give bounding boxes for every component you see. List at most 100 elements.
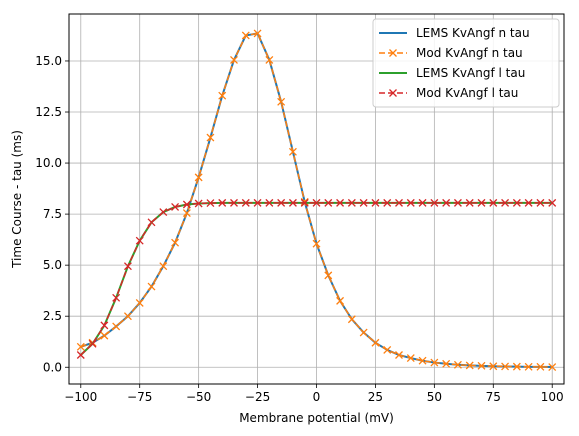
data-point — [453, 360, 462, 369]
data-point — [324, 198, 333, 207]
data-point — [453, 198, 462, 207]
y-tick-label: 7.5 — [43, 207, 62, 221]
data-point — [347, 198, 356, 207]
data-point — [135, 298, 144, 307]
data-point — [430, 198, 439, 207]
data-point — [100, 321, 109, 330]
legend-box — [372, 18, 560, 108]
legend: LEMS KvAngf n tau Mod KvAngf n tau LEMS Kv… — [372, 18, 560, 108]
data-point — [265, 198, 274, 207]
y-tick-label: 12.5 — [35, 105, 62, 119]
data-point — [88, 339, 97, 348]
data-point — [465, 361, 474, 370]
data-point — [265, 55, 274, 64]
data-point — [112, 293, 121, 302]
data-point — [253, 198, 262, 207]
data-point — [123, 312, 132, 321]
data-point — [76, 342, 85, 351]
data-point — [76, 351, 85, 359]
data-point — [501, 362, 510, 371]
plot-series — [76, 29, 557, 372]
legend-marker — [389, 89, 397, 97]
data-point — [406, 354, 415, 363]
data-point — [159, 262, 168, 271]
legend-entry: Mod KvAngf n tau — [379, 46, 523, 60]
data-point — [359, 328, 368, 337]
legend-entry: LEMS KvAngf l tau — [379, 66, 525, 80]
data-point — [524, 362, 533, 371]
data-point — [489, 198, 498, 207]
x-tick-label: 50 — [427, 390, 442, 404]
data-point — [477, 361, 486, 370]
data-point — [241, 198, 250, 207]
data-point — [548, 198, 557, 207]
x-tick-label: −100 — [64, 390, 97, 404]
y-axis-ticks: 0.0 2.5 5.0 7.5 10.0 12.5 15.0 — [35, 54, 69, 374]
data-point — [548, 363, 557, 372]
legend-entry: Mod KvAngf l tau — [379, 86, 518, 100]
x-axis-ticks: −100 −75 −50 −25 0 25 50 75 100 — [64, 384, 564, 404]
x-tick-label: −50 — [186, 390, 211, 404]
data-point — [112, 322, 121, 331]
data-point — [159, 208, 168, 217]
data-point — [442, 198, 451, 207]
legend-marker — [389, 49, 397, 57]
legend-label: LEMS KvAngf n tau — [416, 26, 530, 40]
y-tick-label: 2.5 — [43, 309, 62, 323]
x-tick-label: 25 — [368, 390, 383, 404]
y-tick-label: 10.0 — [35, 156, 62, 170]
y-axis-label: Time Course - tau (ms) — [10, 130, 24, 269]
data-point — [536, 362, 545, 371]
x-tick-label: −75 — [127, 390, 152, 404]
data-point — [230, 198, 238, 207]
x-axis-label: Membrane potential (mV) — [239, 411, 394, 425]
data-point — [536, 198, 545, 207]
data-point — [383, 345, 392, 354]
data-point — [371, 198, 380, 207]
data-point — [347, 315, 356, 324]
data-point — [395, 351, 403, 359]
data-point — [288, 198, 297, 207]
series-line — [80, 202, 553, 356]
data-point — [477, 198, 486, 207]
data-point — [359, 198, 368, 207]
data-point — [182, 209, 191, 218]
data-point — [406, 198, 415, 207]
data-point — [288, 147, 297, 156]
x-tick-label: 75 — [486, 390, 501, 404]
x-tick-label: 0 — [313, 390, 321, 404]
data-point — [312, 239, 321, 248]
data-point — [383, 198, 392, 207]
data-point — [253, 29, 262, 38]
data-point — [218, 91, 227, 100]
data-point — [194, 173, 203, 182]
data-point — [465, 198, 474, 207]
data-point — [324, 271, 333, 280]
data-point — [230, 55, 238, 64]
data-point — [430, 358, 439, 367]
legend-label: Mod KvAngf l tau — [416, 86, 518, 100]
data-point — [442, 359, 451, 368]
data-point — [512, 362, 521, 371]
data-point — [123, 262, 132, 271]
series-3 — [76, 198, 557, 359]
data-point — [489, 362, 498, 371]
data-point — [336, 198, 345, 207]
data-point — [182, 200, 191, 209]
data-point — [206, 133, 215, 142]
data-point — [277, 97, 286, 106]
data-point — [300, 197, 309, 206]
data-point — [418, 356, 427, 365]
data-point — [371, 338, 380, 347]
x-tick-label: −25 — [245, 390, 270, 404]
y-tick-label: 5.0 — [43, 258, 62, 272]
data-point — [312, 198, 321, 207]
data-point — [171, 203, 180, 211]
legend-label: Mod KvAngf n tau — [416, 46, 523, 60]
series-1 — [76, 29, 557, 372]
data-point — [501, 198, 510, 207]
data-point — [171, 238, 180, 247]
data-point — [100, 331, 109, 340]
data-point — [300, 198, 309, 207]
